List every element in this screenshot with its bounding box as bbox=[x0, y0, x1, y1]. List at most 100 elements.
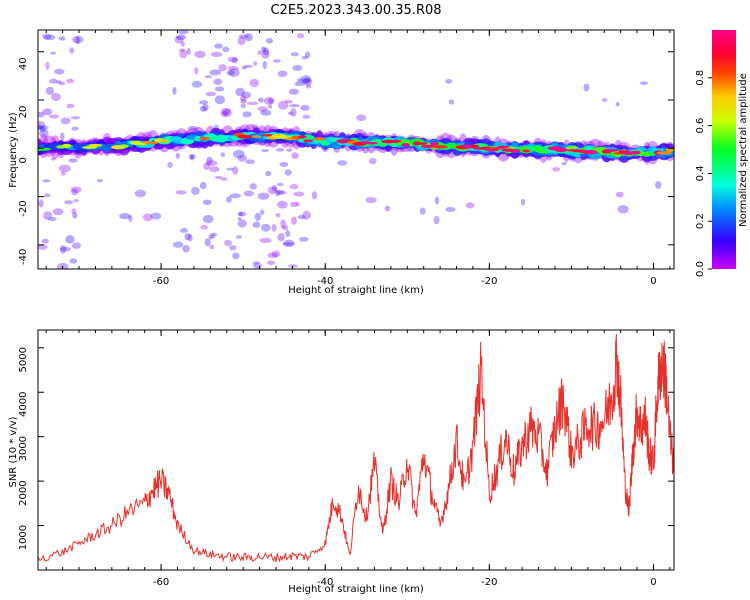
noise-blob bbox=[249, 183, 258, 190]
noise-blob bbox=[128, 214, 133, 222]
noise-blob bbox=[271, 250, 281, 258]
colorbar-tick-label: 0.6 bbox=[695, 118, 706, 134]
spectrogram-ytick-label: -20 bbox=[18, 200, 29, 216]
noise-blob bbox=[271, 185, 278, 192]
noise-blob bbox=[369, 157, 377, 165]
noise-blob bbox=[208, 234, 213, 240]
noise-blob bbox=[45, 86, 55, 96]
noise-blob bbox=[263, 47, 270, 56]
noise-blob bbox=[205, 91, 217, 97]
noise-blob bbox=[249, 78, 259, 88]
noise-blob bbox=[271, 223, 277, 232]
colorbar-tick-label: 0.4 bbox=[695, 165, 706, 181]
noise-blob bbox=[59, 81, 66, 86]
noise-blob bbox=[265, 37, 274, 44]
noise-blob bbox=[302, 210, 311, 220]
spectral-ridge-cell bbox=[432, 145, 448, 149]
noise-blob bbox=[262, 60, 267, 70]
noise-blob bbox=[293, 191, 305, 197]
colorbar-tick-label: 0.0 bbox=[695, 261, 706, 277]
noise-blob bbox=[220, 108, 231, 115]
noise-blob bbox=[280, 219, 287, 229]
noise-blob bbox=[245, 159, 255, 165]
noise-blob bbox=[240, 99, 247, 104]
noise-blob bbox=[655, 181, 662, 189]
noise-blob bbox=[142, 213, 153, 222]
noise-blob bbox=[267, 260, 276, 266]
noise-blob bbox=[288, 104, 300, 108]
colorbar: 0.0 0.2 0.4 0.6 0.8 Normalized spectral ampl… bbox=[695, 30, 749, 277]
noise-blob bbox=[65, 235, 75, 244]
noise-blob bbox=[445, 207, 456, 212]
noise-blob bbox=[50, 51, 56, 55]
snr-xlabel: Height of straight line (km) bbox=[288, 584, 424, 595]
spectral-ridge-cell bbox=[159, 139, 170, 143]
noise-blob bbox=[202, 215, 214, 224]
noise-blob bbox=[302, 114, 311, 119]
spectral-ridge-cell bbox=[401, 143, 410, 147]
spectral-ridge-cell bbox=[199, 136, 211, 141]
noise-blob bbox=[305, 84, 312, 89]
snr-panel: -60 -40 -20 0 1000 2000 3000 4000 5000 Height of… bbox=[8, 329, 675, 595]
noise-blob bbox=[238, 34, 249, 39]
noise-blob bbox=[68, 158, 78, 163]
noise-blob bbox=[259, 237, 272, 244]
spectrogram-ytick-label: 0 bbox=[18, 157, 29, 163]
noise-blob bbox=[434, 196, 440, 205]
spectral-ridge-cell bbox=[147, 141, 159, 145]
noise-blob bbox=[288, 111, 294, 116]
snr-ytick-label: 5000 bbox=[18, 347, 29, 372]
spectral-ridge-cell bbox=[251, 135, 262, 138]
noise-blob bbox=[583, 83, 590, 92]
noise-blob bbox=[134, 189, 147, 198]
noise-blob bbox=[254, 212, 261, 222]
spectral-ridge-cell bbox=[313, 137, 326, 141]
noise-blob bbox=[265, 170, 272, 177]
noise-blob bbox=[69, 47, 75, 54]
noise-blob bbox=[617, 205, 629, 214]
noise-blob bbox=[261, 46, 267, 53]
noise-blob bbox=[210, 51, 223, 58]
noise-blob bbox=[258, 97, 264, 103]
noise-blob bbox=[202, 103, 209, 111]
spectral-ridge-cell bbox=[522, 149, 531, 153]
noise-blob bbox=[75, 36, 81, 45]
noise-blob bbox=[71, 126, 79, 131]
noise-blob bbox=[279, 162, 289, 167]
noise-blob bbox=[59, 132, 65, 141]
noise-blob bbox=[278, 190, 287, 195]
figure-title: C2E5.2023.343.00.35.R08 bbox=[270, 3, 441, 18]
noise-blob bbox=[180, 41, 185, 47]
noise-blob bbox=[277, 233, 285, 242]
noise-blob bbox=[167, 161, 173, 168]
noise-blob bbox=[257, 50, 262, 55]
spectral-ridge-cell bbox=[497, 145, 510, 149]
noise-blob bbox=[214, 175, 223, 180]
noise-blob bbox=[199, 105, 207, 112]
noise-blob bbox=[295, 201, 300, 207]
noise-blob bbox=[189, 154, 195, 161]
spectral-ridge-cell bbox=[656, 151, 672, 155]
noise-blob bbox=[300, 75, 312, 84]
noise-blob bbox=[66, 103, 75, 109]
noise-blob bbox=[297, 214, 306, 220]
noise-blob bbox=[224, 239, 232, 247]
noise-blob bbox=[49, 78, 58, 84]
noise-blob bbox=[290, 108, 297, 117]
noise-blob bbox=[64, 200, 74, 205]
spectral-ridge-cell bbox=[665, 147, 674, 152]
noise-blob bbox=[71, 188, 79, 196]
noise-blob bbox=[220, 152, 226, 158]
noise-blob bbox=[58, 164, 71, 173]
snr-xtick-label: -20 bbox=[481, 577, 497, 588]
noise-blob bbox=[175, 152, 180, 159]
noise-blob bbox=[601, 97, 608, 102]
noise-blob bbox=[286, 148, 293, 152]
noise-blob bbox=[261, 148, 269, 153]
noise-blob bbox=[294, 81, 305, 87]
noise-blob bbox=[72, 35, 84, 44]
noise-blob bbox=[49, 114, 60, 119]
noise-blob bbox=[639, 81, 649, 85]
noise-blob bbox=[231, 57, 238, 64]
noise-blob bbox=[285, 230, 291, 238]
